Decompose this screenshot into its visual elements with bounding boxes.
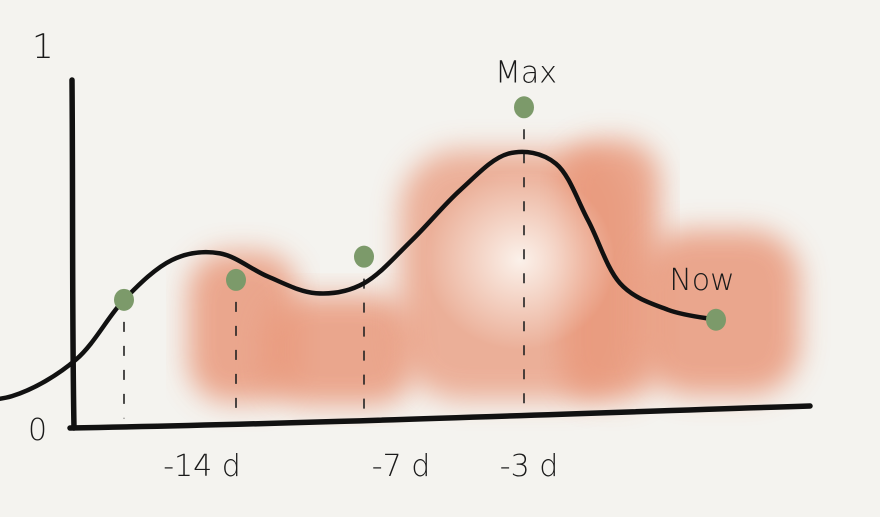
marker-point [354, 245, 374, 268]
fill-highlight [425, 170, 615, 350]
marker-label: Now [669, 263, 734, 298]
y-tick-top: 1 [32, 27, 54, 67]
dashed-drop-lines [123, 129, 525, 419]
fill-blob-trough [265, 295, 415, 405]
x-tick-labels: -14 d -7 d -3 d [163, 449, 558, 484]
x-tick-label: -3 d [500, 449, 559, 484]
marker-point [514, 96, 534, 119]
marker-point [114, 288, 134, 311]
marker-label: Max [495, 55, 557, 90]
axes [67, 77, 813, 431]
y-tick-bottom: 0 [28, 413, 47, 448]
marker-point [706, 308, 726, 331]
axis-labels: 1 0 [28, 27, 54, 448]
x-tick-label: -7 d [372, 449, 431, 484]
marker-labels: Max Now [495, 55, 735, 297]
markers [114, 96, 726, 331]
series-line [0, 149, 719, 401]
x-tick-label: -14 d [163, 449, 241, 484]
x-axis [67, 403, 813, 431]
marker-point [226, 268, 246, 291]
y-axis [69, 77, 77, 431]
